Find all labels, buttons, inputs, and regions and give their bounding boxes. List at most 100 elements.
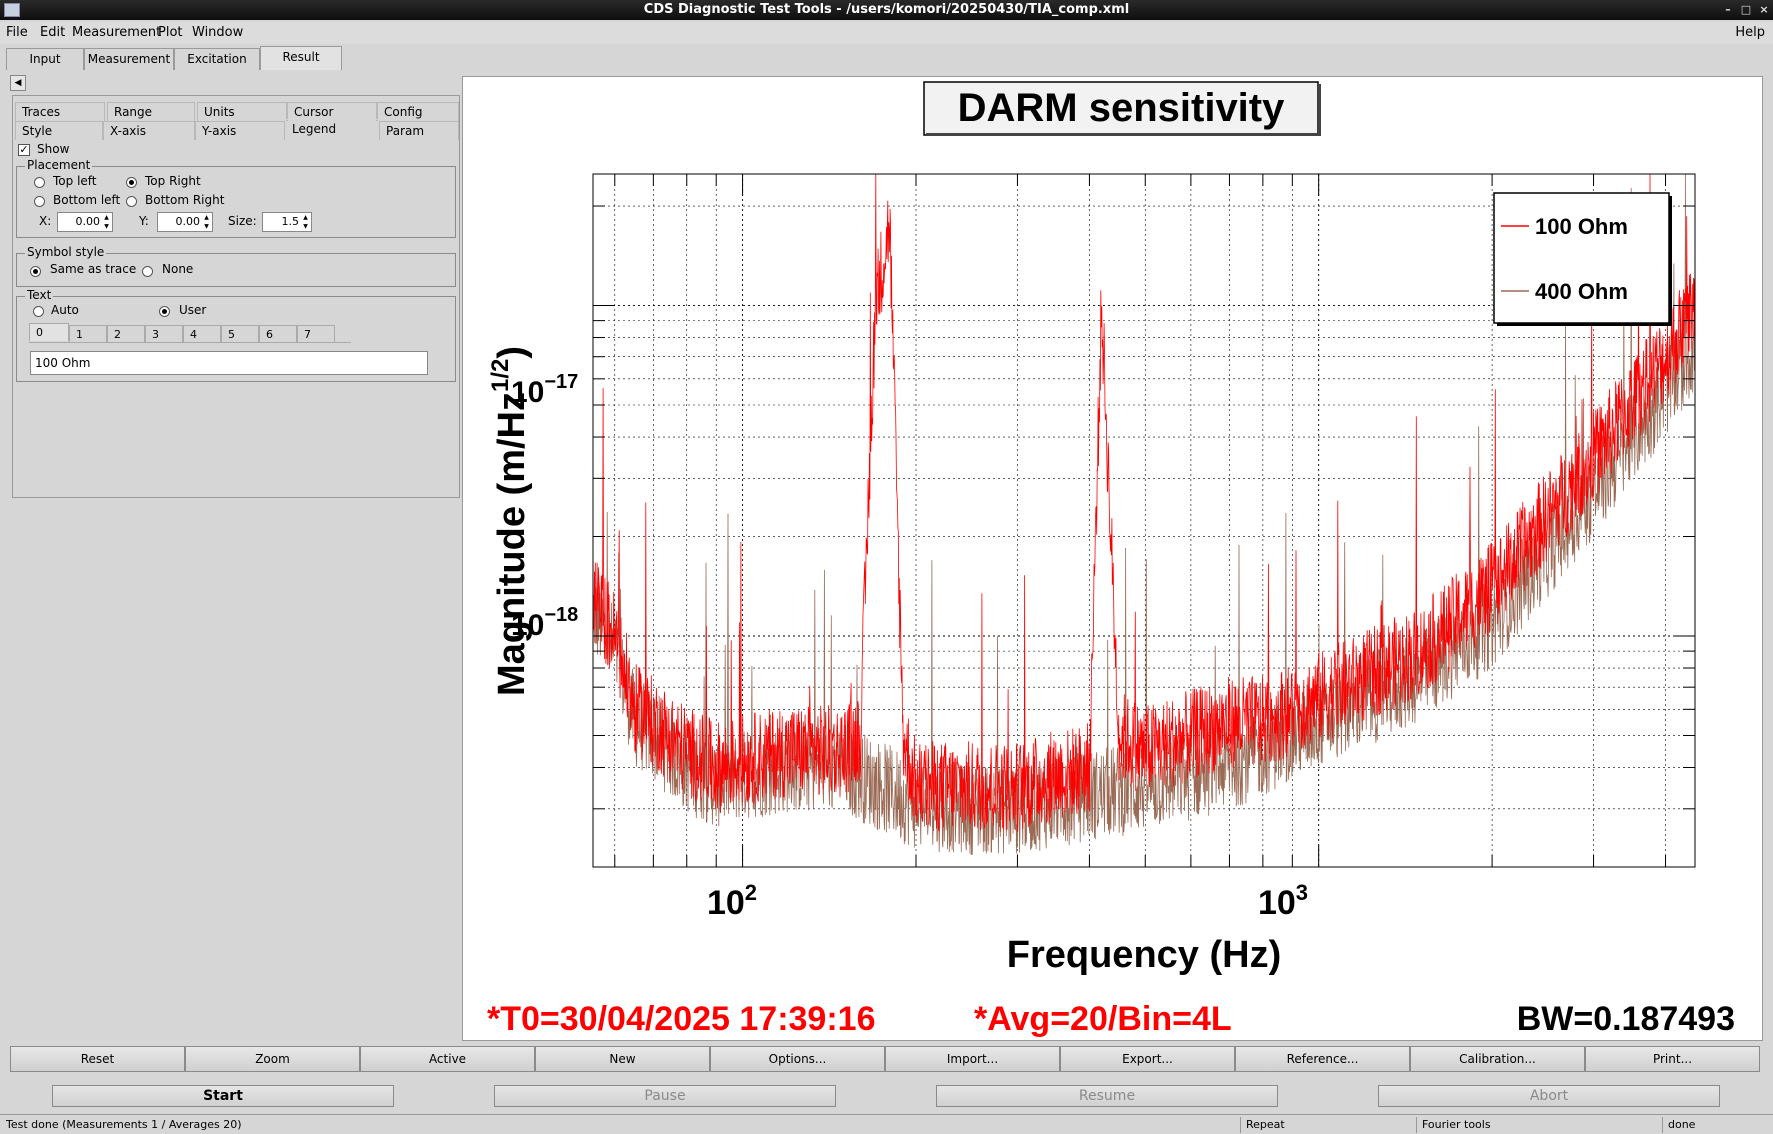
show-legend-checkbox[interactable]: ✓ (18, 143, 30, 156)
options-button[interactable]: Options... (710, 1046, 885, 1072)
subtab-param[interactable]: Param (379, 121, 459, 140)
subtab-range[interactable]: Range (107, 102, 195, 121)
start-button[interactable]: Start (52, 1085, 394, 1107)
tab-result[interactable]: Result (260, 46, 342, 70)
import-button[interactable]: Import... (885, 1046, 1060, 1072)
size-label: Size: (228, 214, 257, 228)
title-box (923, 81, 1319, 136)
show-legend-label: Show (37, 142, 70, 156)
radio-top-right[interactable] (126, 177, 137, 188)
subtab-config[interactable]: Config (377, 102, 459, 121)
option-panel: Traces Range Units Cursor Config Style X… (12, 95, 460, 498)
active-button[interactable]: Active (360, 1046, 535, 1072)
none-label: None (162, 262, 194, 276)
text-tab-3[interactable]: 3 (145, 325, 183, 343)
menu-bar: File Edit Measurement Plot Window Help (0, 22, 1773, 44)
menu-file[interactable]: File (6, 25, 28, 40)
text-tab-4[interactable]: 4 (183, 325, 221, 343)
calibration-button[interactable]: Calibration... (1410, 1046, 1585, 1072)
new-button[interactable]: New (535, 1046, 710, 1072)
collapse-panel-button[interactable]: ◀ (10, 75, 26, 91)
bw-annotation: BW=0.187493 (1517, 1000, 1735, 1038)
pause-button[interactable]: Pause (494, 1085, 836, 1107)
export-button[interactable]: Export... (1060, 1046, 1235, 1072)
close-icon[interactable]: × (1759, 3, 1769, 16)
subtab-style[interactable]: Style (15, 121, 103, 140)
tab-divider (29, 342, 351, 343)
minimize-icon[interactable]: – (1725, 3, 1731, 16)
plot-button-row: Reset Zoom Active New Options... Import.… (10, 1046, 1760, 1072)
x-position-spinner[interactable]: 0.00 ▲ ▼ (57, 212, 113, 232)
sensitivity-chart[interactable]: DARM sensitivity 100 Ohm 400 Ohm 10−17 1… (463, 77, 1764, 1042)
plot-title: DARM sensitivity (958, 86, 1285, 130)
spin-down-icon[interactable]: ▼ (104, 223, 109, 230)
axis-ticks (593, 174, 1695, 867)
menu-help[interactable]: Help (1735, 25, 1765, 40)
radio-bottom-right[interactable] (126, 196, 137, 207)
app-icon[interactable] (4, 3, 20, 17)
symbol-style-group: Symbol style Same as trace None (16, 245, 456, 287)
legend-shadow (1669, 196, 1672, 326)
spin-down-icon[interactable]: ▼ (204, 223, 209, 230)
radio-bottom-left[interactable] (34, 196, 45, 207)
status-separator (1416, 1117, 1417, 1133)
plot-area[interactable]: DARM sensitivity 100 Ohm 400 Ohm 10−17 1… (462, 76, 1763, 1041)
resume-button[interactable]: Resume (936, 1085, 1278, 1107)
subtab-legend[interactable]: Legend (285, 119, 379, 138)
status-separator (1662, 1117, 1663, 1133)
placement-title: Placement (25, 158, 93, 172)
y-axis-label: Magnitude (m/Hz1/2) (487, 346, 533, 696)
spin-down-icon[interactable]: ▼ (303, 223, 308, 230)
menu-measurement[interactable]: Measurement (72, 25, 162, 40)
radio-user[interactable] (159, 306, 170, 317)
status-bar: Test done (Measurements 1 / Averages 20)… (0, 1114, 1773, 1134)
text-tab-2[interactable]: 2 (107, 325, 145, 343)
title-shadow (926, 133, 1320, 136)
menu-edit[interactable]: Edit (40, 25, 66, 40)
y-position-spinner[interactable]: 0.00 ▲ ▼ (157, 212, 213, 232)
reference-button[interactable]: Reference... (1235, 1046, 1410, 1072)
trace-100-ohm (592, 173, 1696, 833)
radio-none[interactable] (142, 266, 153, 277)
legend-text-input[interactable]: 100 Ohm (30, 351, 428, 375)
y-label: Y: (139, 214, 149, 228)
subtab-x-axis[interactable]: X-axis (103, 121, 195, 140)
zoom-button[interactable]: Zoom (185, 1046, 360, 1072)
bottom-right-label: Bottom Right (145, 193, 225, 207)
spin-up-icon[interactable]: ▲ (204, 214, 209, 221)
radio-same-as-trace[interactable] (30, 266, 41, 277)
x-label: X: (39, 214, 52, 228)
status-tools: Fourier tools (1422, 1118, 1491, 1131)
text-tab-7[interactable]: 7 (297, 325, 335, 343)
maximize-icon[interactable]: □ (1740, 3, 1752, 16)
trace-lines (592, 173, 1696, 855)
status-state: done (1668, 1118, 1696, 1131)
text-tab-5[interactable]: 5 (221, 325, 259, 343)
symbol-style-title: Symbol style (25, 245, 107, 259)
text-tab-1[interactable]: 1 (69, 325, 107, 343)
title-shadow (1318, 84, 1321, 136)
menu-window[interactable]: Window (192, 25, 244, 40)
status-message: Test done (Measurements 1 / Averages 20) (6, 1118, 242, 1131)
radio-top-left[interactable] (34, 177, 45, 188)
menu-plot[interactable]: Plot (158, 25, 183, 40)
reset-button[interactable]: Reset (10, 1046, 185, 1072)
text-tab-0[interactable]: 0 (29, 323, 69, 341)
subtab-y-axis[interactable]: Y-axis (195, 121, 285, 140)
tab-input[interactable]: Input (6, 48, 84, 70)
legend-shadow (1497, 323, 1672, 326)
x-value: 0.00 (75, 215, 101, 228)
spin-up-icon[interactable]: ▲ (104, 214, 109, 221)
text-tab-6[interactable]: 6 (259, 325, 297, 343)
tab-measurement[interactable]: Measurement (84, 48, 174, 70)
size-spinner[interactable]: 1.5 ▲ ▼ (262, 212, 312, 232)
subtab-cursor[interactable]: Cursor (287, 102, 377, 121)
subtab-traces[interactable]: Traces (15, 102, 105, 121)
subtab-units[interactable]: Units (197, 102, 287, 121)
top-right-label: Top Right (145, 174, 201, 188)
spin-up-icon[interactable]: ▲ (303, 214, 308, 221)
tab-excitation[interactable]: Excitation (174, 48, 260, 70)
abort-button[interactable]: Abort (1378, 1085, 1720, 1107)
radio-auto[interactable] (33, 306, 44, 317)
print-button[interactable]: Print... (1585, 1046, 1760, 1072)
